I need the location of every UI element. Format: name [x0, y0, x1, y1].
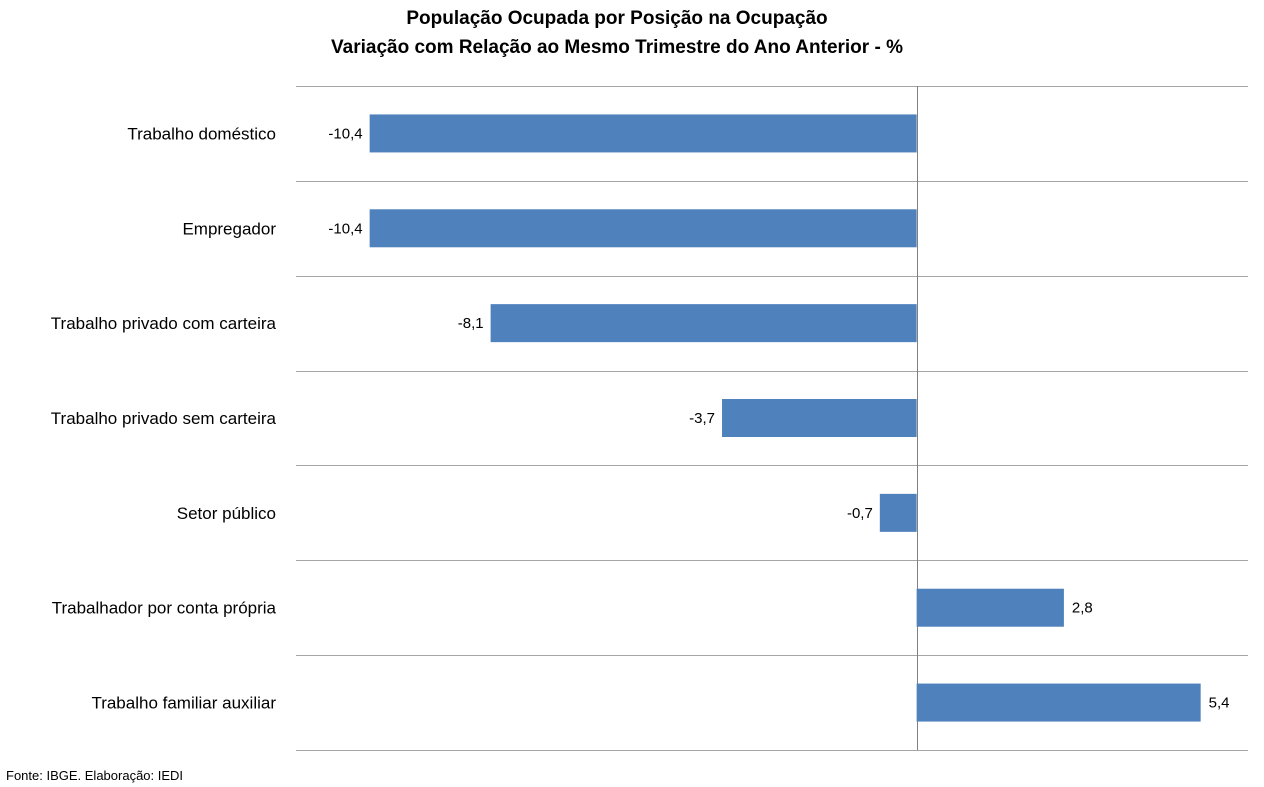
category-label: Trabalho doméstico [127, 124, 276, 143]
labels: Trabalho doméstico -10,4 Empregador -10,4 Tr… [51, 124, 1230, 712]
category-label: Trabalho familiar auxiliar [91, 694, 276, 713]
bar [722, 399, 917, 437]
data-label: -8,1 [458, 315, 484, 332]
source-note: Fonte: IBGE. Elaboração: IEDI [6, 768, 183, 783]
category-label: Trabalhador por conta própria [52, 599, 277, 618]
data-label: -10,4 [328, 125, 362, 142]
bar [369, 209, 917, 248]
chart-title: População Ocupada por Posição na Ocupaçã… [406, 8, 827, 29]
category-label: Trabalho privado com carteira [51, 314, 277, 333]
data-label: -3,7 [689, 410, 715, 427]
bar [369, 114, 917, 153]
chart-subtitle: Variação com Relação ao Mesmo Trimestre … [331, 37, 903, 58]
bar [916, 683, 1201, 722]
data-label: 5,4 [1209, 695, 1230, 712]
bar [879, 493, 917, 532]
bars [369, 114, 1201, 722]
bar [490, 304, 917, 343]
data-label: 2,8 [1072, 600, 1093, 617]
category-label: Trabalho privado sem carteira [51, 409, 277, 428]
gridlines [296, 86, 1248, 751]
data-label: -10,4 [328, 220, 362, 237]
category-label: Setor público [177, 504, 276, 523]
data-label: -0,7 [847, 505, 873, 522]
bar [916, 588, 1064, 627]
category-label: Empregador [182, 219, 276, 238]
